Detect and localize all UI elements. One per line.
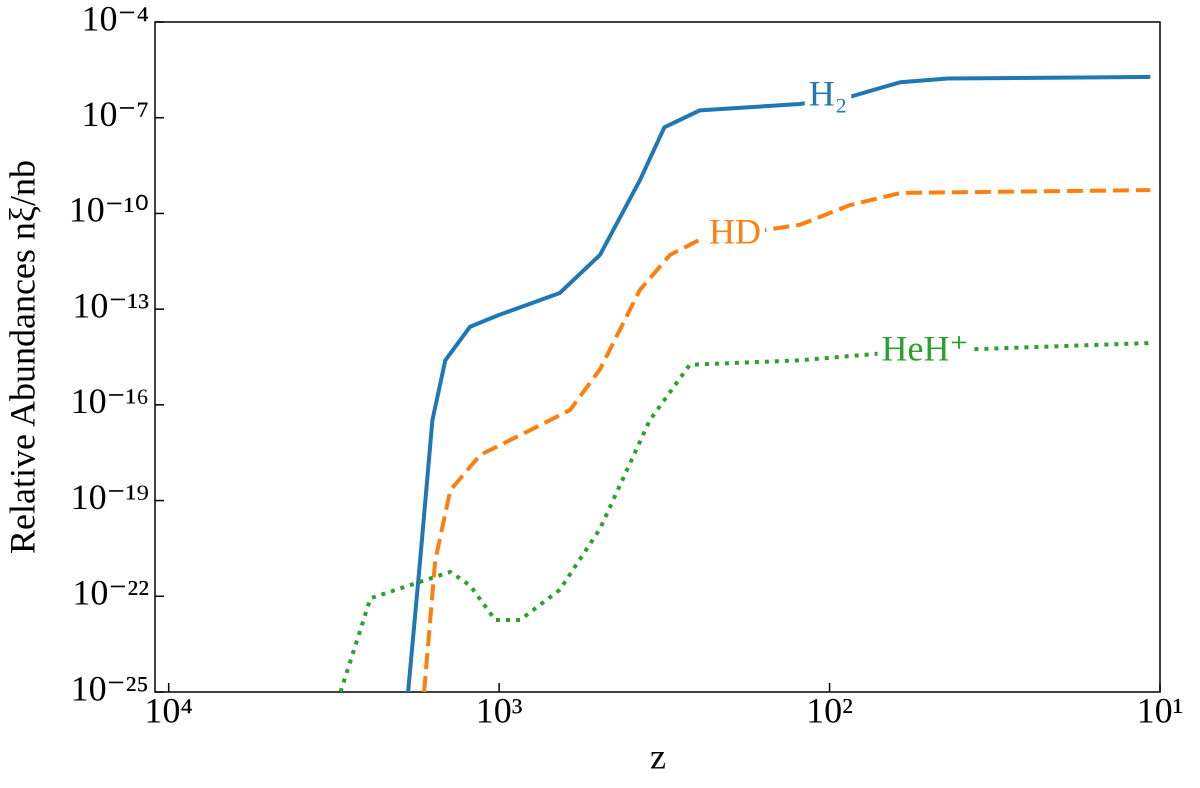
plot-frame — [154, 21, 1161, 693]
series-line — [338, 341, 1151, 692]
series-label: H₂ — [809, 73, 848, 113]
series-line — [406, 74, 1151, 692]
series-label: HeH⁺ — [882, 328, 969, 368]
y-tick-label: 10⁻²⁵ — [71, 668, 149, 708]
series-label-bg — [877, 332, 973, 365]
y-axis-label: Relative Abundances nξ/nb — [2, 160, 42, 554]
series-label: HD — [709, 211, 761, 251]
y-tick-label: 10⁻¹⁶ — [71, 381, 149, 421]
series-label-bg — [705, 215, 765, 248]
y-tick-label: 10⁻⁴ — [81, 0, 149, 38]
y-tick-label: 10⁻⁷ — [81, 94, 149, 134]
x-tick-label: 10⁴ — [144, 690, 193, 730]
y-tick-label: 10⁻¹⁰ — [69, 190, 149, 230]
x-tick-label: 10² — [806, 690, 853, 730]
x-axis-label: z — [650, 736, 666, 776]
y-tick-label: 10⁻¹⁹ — [71, 477, 149, 517]
y-tick-label: 10⁻²² — [72, 573, 149, 613]
x-tick-label: 10¹ — [1137, 690, 1184, 730]
series-line — [422, 188, 1151, 692]
series-label-bg — [804, 77, 852, 110]
y-tick-label: 10⁻¹³ — [72, 285, 149, 325]
x-tick-label: 10³ — [476, 690, 523, 730]
plot-area — [338, 74, 1151, 692]
